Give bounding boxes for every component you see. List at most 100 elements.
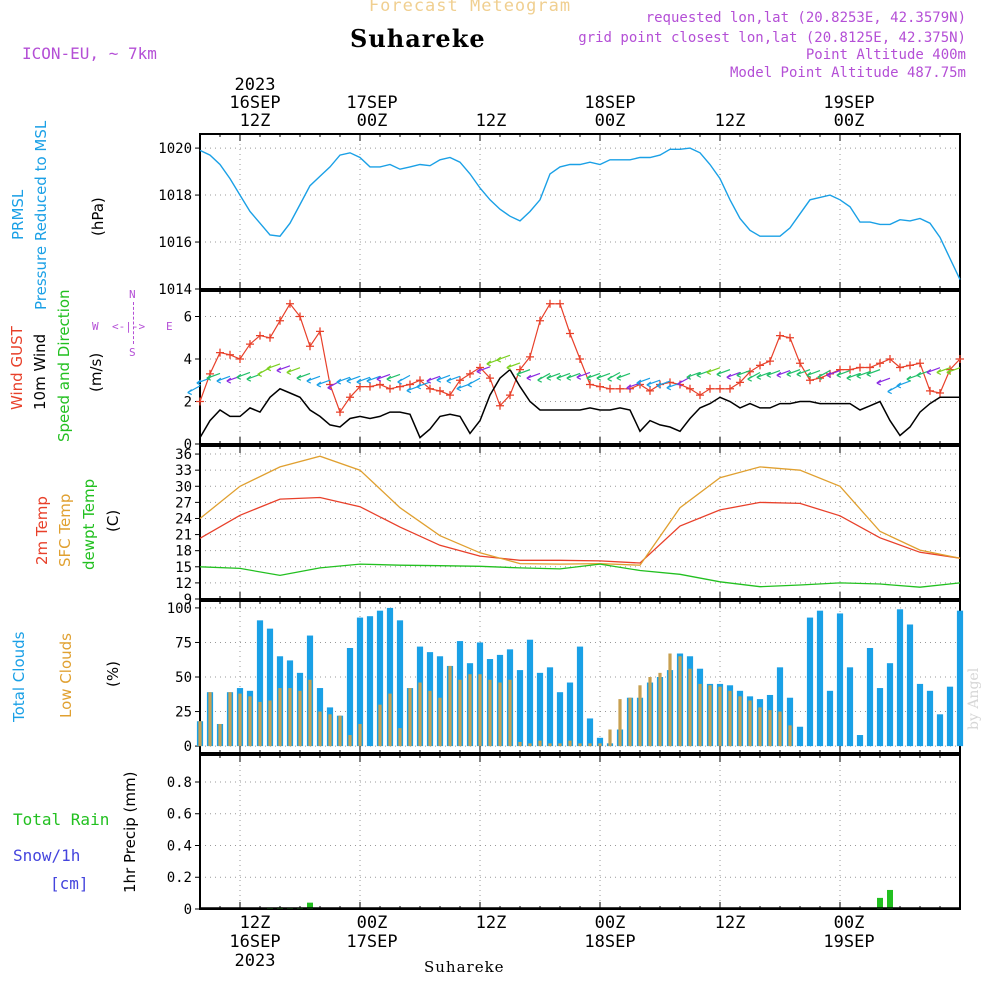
total-cloud-bar: [576, 646, 584, 747]
wind-arrow-head: [896, 382, 902, 389]
wind-arrow-head: [906, 375, 912, 382]
wind-direction-arrow: [856, 370, 871, 377]
low-cloud-bar: [738, 696, 742, 747]
panel-frame: [199, 445, 961, 600]
low-cloud-bar: [498, 682, 502, 747]
low-cloud-bar: [278, 688, 282, 747]
wind-direction-arrow: [356, 376, 371, 383]
y-tick-label: 36: [175, 447, 192, 463]
wind-direction-arrow: [386, 373, 401, 380]
top-hour-label: 12Z: [475, 111, 507, 131]
total-cloud-bar: [566, 682, 574, 747]
total-cloud-bar: [546, 667, 554, 747]
wind-arrow-head: [616, 374, 622, 381]
total-cloud-bar: [386, 607, 394, 747]
wind-direction-arrow: [366, 375, 381, 382]
gust-marker: [226, 350, 234, 359]
wind-direction-arrow: [846, 372, 861, 379]
wind-direction-arrow: [346, 375, 361, 382]
top-day-label: 17SEP: [346, 93, 398, 113]
low-cloud-bar: [768, 710, 772, 747]
gust-marker: [896, 363, 904, 372]
wind-arrow-head: [376, 375, 382, 382]
total-cloud-bar: [826, 690, 834, 747]
y-tick-label: 6: [184, 310, 192, 326]
wind-direction-arrow: [826, 370, 841, 376]
wind-arrow-head: [467, 381, 473, 388]
compass-w: W: [92, 320, 99, 333]
wind-direction-arrow: [206, 372, 221, 379]
low-cloud-bar: [488, 679, 492, 747]
wind-arrow-head: [677, 380, 683, 387]
gust-marker: [296, 312, 304, 321]
low-cloud-bar: [288, 688, 292, 747]
wind-direction-arrow: [686, 371, 701, 378]
total-cloud-bar: [896, 609, 904, 747]
y-tick-label: 24: [175, 511, 192, 527]
wind-arrow-head: [786, 370, 792, 377]
bottom-hour-label: 00Z: [594, 913, 626, 933]
total-cloud-bar: [916, 683, 924, 747]
location-title: Suhareke: [350, 24, 486, 53]
gust-marker: [866, 363, 874, 372]
bottom-day-label: 19SEP: [823, 932, 875, 952]
wind-arrow-head: [566, 374, 572, 381]
gust-marker: [956, 355, 964, 363]
wind-arrow-head: [696, 371, 702, 378]
wind-arrow-head: [766, 371, 772, 378]
gust-marker: [546, 299, 554, 308]
total-cloud-bar: [866, 647, 874, 747]
total-cloud-bar: [366, 616, 374, 747]
wind-arrow-head: [226, 377, 232, 384]
low-cloud-bar: [198, 721, 202, 747]
wind-arrow-head: [276, 367, 282, 374]
y-tick-label: 4: [184, 352, 192, 368]
wind-arrow-head: [726, 373, 732, 380]
gust-marker: [376, 380, 384, 389]
wind-arrow-head: [656, 382, 662, 389]
low-cloud-bar: [208, 692, 212, 747]
model-point-altitude: Model Point Altitude 487.75m: [729, 65, 966, 81]
wind-arrow-head: [426, 377, 432, 384]
bottom-location: Suhareke: [424, 958, 505, 976]
bottom-day-label: 16SEP: [229, 932, 281, 952]
wind-direction-arrow: [946, 367, 961, 374]
wind-direction-arrow: [286, 367, 301, 374]
wind-arrow-head: [686, 373, 692, 380]
y-tick-label: 0.4: [167, 838, 192, 854]
gust-marker: [846, 365, 854, 374]
gust-marker: [386, 384, 394, 393]
wind-direction-arrow: [316, 379, 331, 386]
wind-arrow-head: [397, 378, 403, 385]
gust-marker: [606, 384, 614, 393]
gust-marker: [366, 382, 374, 391]
y-tick-label: 33: [175, 463, 192, 479]
model-name: ICON-EU, ~ 7km: [22, 44, 157, 63]
total-cloud-bar: [346, 647, 354, 747]
low-cloud-bar: [258, 701, 262, 747]
y-tick-label: 75: [175, 635, 192, 651]
bottom-day-label: 18SEP: [584, 932, 636, 952]
wind-arrow-head: [187, 389, 193, 396]
gust-marker: [886, 355, 894, 363]
gust-marker: [936, 389, 944, 397]
wind-direction-arrow: [616, 372, 631, 379]
top-hour-label: 00Z: [356, 111, 388, 131]
wind-direction-arrow: [656, 380, 671, 387]
gust-marker: [506, 391, 514, 400]
gust-marker: [776, 331, 784, 340]
wind-arrow-head: [346, 377, 352, 384]
wind-arrow-head: [856, 372, 862, 379]
wind-direction-arrow: [596, 372, 611, 379]
y-tick-label: 50: [175, 670, 192, 686]
dewpt-line: [199, 563, 961, 588]
wind-arrow-head: [336, 378, 342, 385]
wind-arrow-head: [607, 375, 613, 382]
y-tick-label: 0: [184, 437, 192, 453]
total-cloud-bar: [526, 639, 534, 747]
total-cloud-bar: [816, 610, 824, 747]
total-cloud-bar: [886, 663, 894, 747]
y-tick-label: 0: [184, 902, 192, 918]
gust-marker: [276, 316, 284, 325]
wind-arrow-head: [486, 360, 492, 367]
